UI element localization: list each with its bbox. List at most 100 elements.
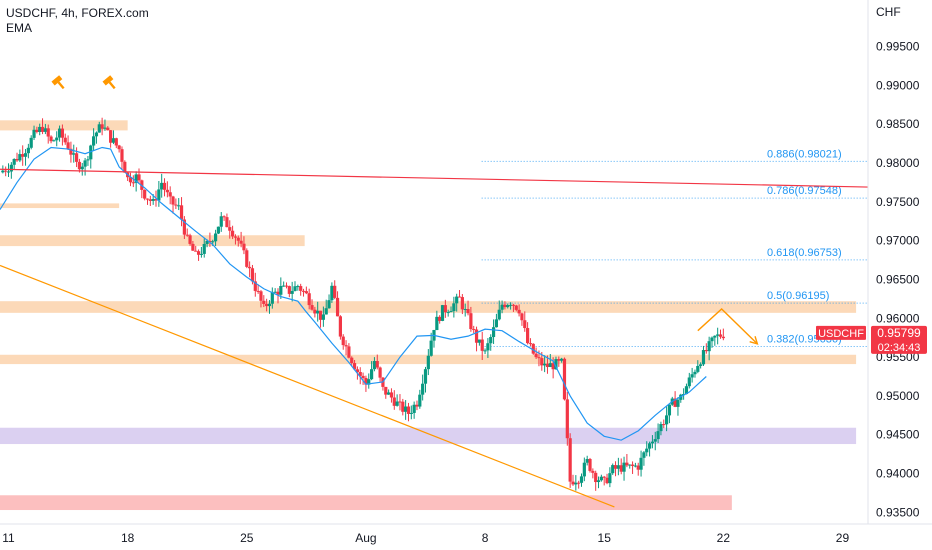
candle-body	[528, 343, 533, 345]
annotation-markers	[51, 75, 116, 90]
projection-path	[697, 308, 758, 345]
candle-body	[327, 300, 331, 309]
candle-body	[117, 145, 121, 150]
hammer-head	[51, 75, 63, 86]
candle-body	[710, 337, 714, 342]
candle-body	[352, 363, 357, 370]
candle-body	[690, 374, 694, 378]
candle-body	[6, 171, 11, 173]
candle-body	[619, 465, 623, 472]
candle-body	[667, 404, 672, 416]
candle-body	[718, 334, 723, 337]
candle-body	[602, 476, 606, 478]
candle-body	[653, 439, 657, 442]
candle-body	[645, 448, 649, 453]
candle-body	[585, 459, 589, 463]
candle-body	[474, 329, 479, 343]
candle-body	[716, 334, 720, 336]
candle-body	[1, 170, 5, 173]
fib-label-0: 0.886(0.98021)	[767, 148, 842, 160]
x-tick-label-3: Aug	[355, 531, 376, 545]
candle-body	[202, 243, 206, 254]
candle-body	[253, 281, 257, 291]
candle-body	[211, 241, 215, 243]
x-tick-label-0: 11	[2, 531, 15, 545]
candle-body	[94, 132, 99, 137]
candle-body	[684, 386, 689, 395]
candle-body	[630, 464, 635, 466]
candle-body	[392, 397, 396, 406]
orange-support-line	[0, 264, 615, 508]
candle-body	[49, 136, 53, 142]
candle-body	[347, 346, 351, 358]
candle-body	[608, 473, 612, 484]
candle-body	[625, 462, 629, 466]
y-tick-label-5: 0.97000	[876, 234, 920, 248]
currency-label: CHF	[876, 5, 901, 19]
candle-body	[577, 482, 581, 484]
candle-body	[486, 343, 490, 351]
candle-body	[143, 189, 147, 199]
candle-body	[335, 297, 340, 317]
candle-body	[384, 386, 388, 395]
candle-body	[463, 309, 467, 311]
candle-body	[457, 296, 462, 298]
candle-body	[605, 477, 609, 484]
candle-body	[111, 138, 116, 143]
candle-body	[162, 182, 167, 190]
candle-body	[191, 243, 195, 251]
bar-countdown-label: 02:34:43	[878, 342, 921, 354]
candle-body	[284, 285, 289, 287]
candle-body	[66, 142, 70, 149]
candle-body	[361, 375, 365, 378]
candle-body	[477, 339, 481, 343]
candle-body	[225, 217, 229, 228]
candle-body	[565, 399, 569, 439]
candle-body	[72, 153, 76, 155]
candle-body	[378, 367, 382, 378]
trend-lines	[0, 146, 869, 508]
candle-body	[109, 130, 113, 143]
candle-body	[310, 305, 314, 310]
candle-body	[387, 392, 391, 395]
x-tick-label-4: 8	[482, 531, 489, 545]
candle-body	[622, 462, 626, 472]
candle-body	[415, 404, 419, 407]
candle-body	[469, 313, 473, 330]
candle-body	[557, 359, 561, 361]
candle-body	[489, 337, 493, 344]
candle-body	[611, 465, 615, 474]
candle-body	[466, 309, 470, 314]
candle-body	[543, 363, 547, 366]
candle-body	[545, 363, 550, 368]
candle-body	[647, 443, 652, 449]
candle-body	[307, 293, 311, 306]
fib-label-1: 0.786(0.97548)	[767, 185, 842, 197]
candle-body	[551, 363, 555, 370]
candle-body	[599, 476, 603, 481]
candle-body	[721, 336, 725, 339]
candle-body	[208, 240, 212, 242]
indicator-label-ema[interactable]: EMA	[6, 21, 33, 35]
candle-body	[438, 316, 442, 321]
hammer-icon-1	[102, 75, 116, 90]
y-tick-label-7: 0.96000	[876, 311, 920, 325]
candle-body	[633, 465, 637, 467]
candle-body	[233, 236, 238, 238]
candle-body	[350, 357, 354, 364]
y-tick-label-12: 0.93500	[876, 505, 920, 519]
candle-body	[401, 401, 405, 412]
candle-body	[472, 329, 476, 331]
candle-body	[540, 358, 544, 366]
candle-body	[531, 343, 535, 354]
candle-body	[324, 308, 328, 315]
candle-body	[137, 174, 141, 181]
candle-body	[460, 297, 464, 310]
chart-symbol-title: USDCHF, 4h, FOREX.com	[6, 6, 149, 20]
candle-body	[642, 452, 646, 458]
candle-body	[364, 377, 368, 385]
candle-body	[290, 290, 294, 294]
candle-body	[687, 377, 691, 387]
